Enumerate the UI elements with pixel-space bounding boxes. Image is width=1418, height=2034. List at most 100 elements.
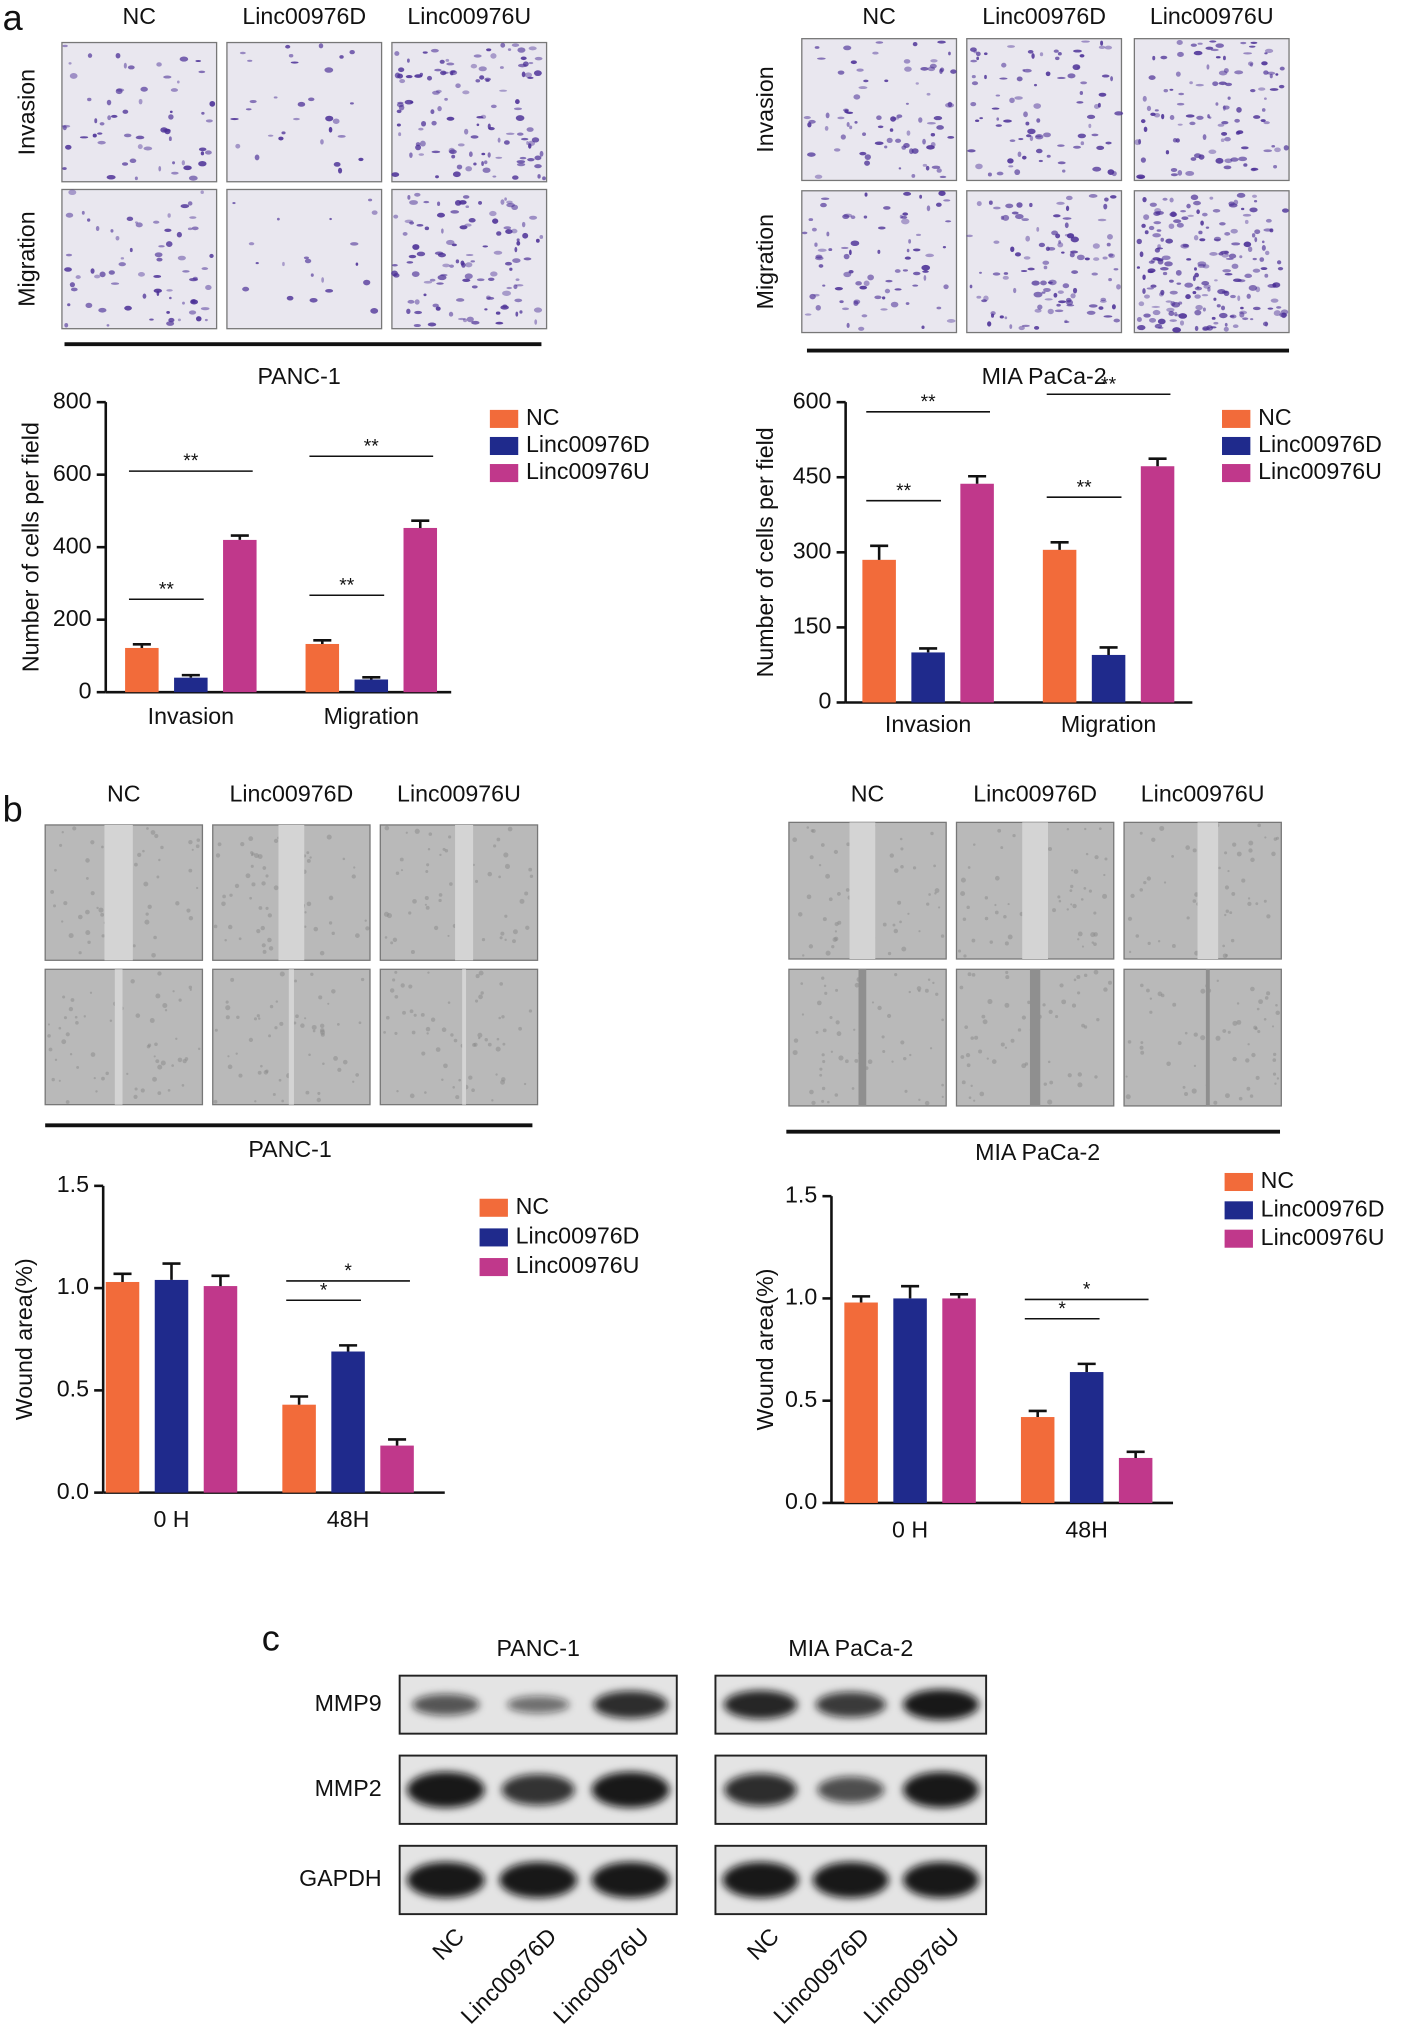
band [593,1690,668,1719]
speck [256,1014,260,1018]
cell [456,164,463,170]
cell [350,242,359,246]
significance-label: ** [921,392,937,413]
speck [1193,1064,1197,1067]
cell [1022,155,1027,160]
speck [238,937,242,941]
cell [1275,73,1279,76]
cell [1031,280,1040,286]
cell [1263,149,1273,153]
speck [809,1089,814,1095]
speck [499,936,503,940]
speck [984,896,989,900]
cell [839,300,844,304]
cell [1260,119,1266,123]
cell [1033,291,1043,298]
speck [154,833,159,839]
speck [74,1015,78,1019]
cell [1008,165,1014,168]
cell [1162,197,1168,201]
cell [471,320,480,325]
significance-label: ** [896,481,912,502]
cell [904,66,912,72]
error-bar [411,519,430,528]
micrograph [226,41,383,183]
cell [442,263,451,268]
cell [912,248,921,252]
cell [393,273,400,278]
cell [937,40,946,44]
cell [276,217,280,221]
cell [349,49,355,55]
cell [1232,324,1239,328]
speck [1055,1015,1059,1019]
speck [1182,1085,1186,1089]
speck [493,844,497,848]
error-bar [230,534,249,540]
cell [1106,242,1111,247]
speck [1003,914,1007,919]
cell [1255,286,1261,293]
cell [863,280,870,287]
speck [1140,1050,1145,1055]
cell [912,284,919,287]
speck [867,1059,873,1065]
cell [936,125,944,130]
cell [490,104,497,109]
cell [110,229,114,233]
cell [198,147,207,152]
cell [124,305,132,311]
cell [894,269,901,273]
cell [1205,226,1210,229]
speck [85,877,89,880]
micrograph [966,190,1123,334]
speck [1272,1058,1277,1062]
cell [1236,192,1246,198]
cell [1248,45,1256,48]
speck [147,904,152,909]
cell [1140,157,1146,163]
cell [987,321,992,327]
speck [281,1099,284,1103]
cell [846,322,850,328]
band [501,1774,575,1806]
speck [274,1026,278,1030]
cell [156,290,160,296]
cell [877,249,881,254]
cell [1143,313,1151,318]
speck [384,825,390,831]
band-label: MMP2 [315,1775,382,1801]
cell [1208,116,1212,119]
cell [923,275,927,281]
error-bar [162,1262,181,1280]
speck [365,926,370,931]
cell [1148,225,1155,231]
micrograph [801,190,958,334]
speck [72,826,77,831]
speck [249,896,252,900]
wound-gap [849,822,876,959]
speck [443,1063,448,1069]
speck [153,935,157,940]
cell [499,89,508,92]
speck [854,1058,859,1063]
speck [793,1038,799,1043]
error-bar [113,1272,132,1282]
speck [935,992,939,996]
speck [822,1059,826,1064]
cell [1064,222,1069,229]
cell [423,280,433,284]
y-tick-label: 300 [793,537,832,563]
speck [385,1015,390,1020]
speck [960,891,966,897]
cell [414,299,420,305]
cell [1107,233,1113,240]
legend-swatch [489,409,519,428]
cell [1224,136,1231,142]
cell [285,44,291,49]
speck [845,888,850,892]
speck [1229,911,1233,915]
speck [1077,938,1080,941]
significance-label: ** [183,451,199,472]
speck [229,893,233,897]
